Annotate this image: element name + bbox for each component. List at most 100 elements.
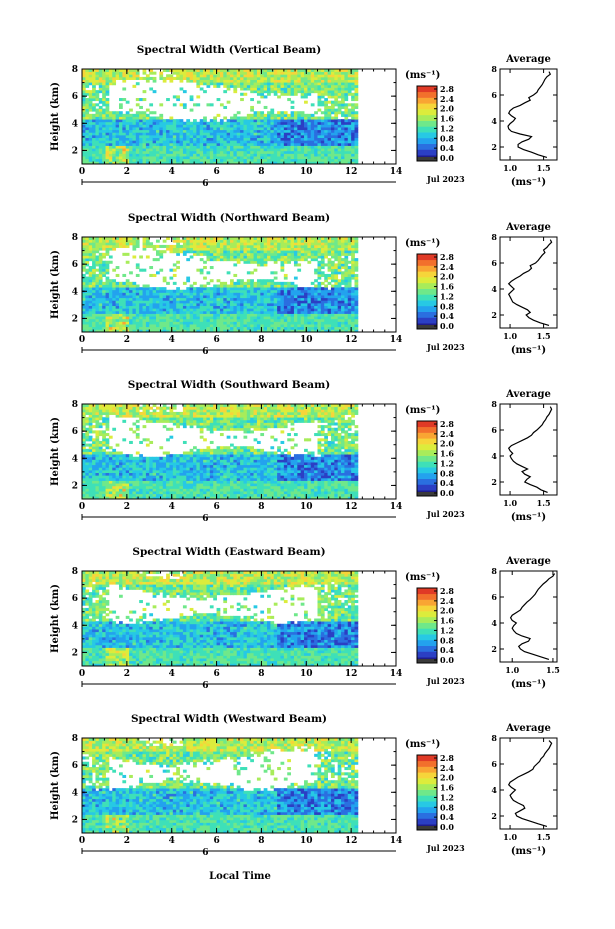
- average-x-tick-label: 1.5: [537, 832, 551, 842]
- x-tick-label: 0: [79, 167, 85, 177]
- average-title: Average: [505, 556, 551, 567]
- x-tick-label: 6: [213, 836, 219, 846]
- colorbar-unit: (ms⁻¹): [405, 405, 440, 416]
- colorbar-swatch: [417, 137, 437, 144]
- x-tick-label: 10: [300, 669, 313, 679]
- colorbar-swatch: [417, 103, 437, 110]
- average-frame: [499, 570, 558, 663]
- colorbar-tick-label: 1.6: [440, 282, 454, 292]
- colorbar-tick-label: 2.4: [440, 429, 454, 439]
- colorbar-tick-label: 0.8: [440, 635, 454, 645]
- average-x-label: (ms⁻¹): [511, 679, 546, 690]
- average-y-tick-label: 2: [491, 310, 497, 320]
- average-y-tick-label: 4: [491, 618, 497, 628]
- panel-2: Spectral Width (Northward Beam) 0 2 4 6 8 10 12…: [50, 212, 558, 357]
- colorbar-swatch: [417, 259, 437, 266]
- colorbar-unit: (ms⁻¹): [405, 70, 440, 81]
- colorbar-swatch: [417, 593, 437, 600]
- colorbar-tick-label: 0.4: [440, 645, 454, 655]
- colorbar-swatch: [417, 484, 437, 491]
- colorbar-tick-label: 0.0: [440, 822, 454, 832]
- colorbar: 0.00.40.81.21.62.02.42.8: [416, 586, 454, 665]
- colorbar-tick-label: 1.2: [440, 625, 454, 635]
- x-tick-label: 12: [345, 167, 358, 177]
- y-tick-label: 2: [72, 146, 78, 156]
- y-tick-label: 4: [72, 119, 78, 129]
- x-tick-label: 10: [300, 502, 313, 512]
- colorbar-tick-label: 2.8: [440, 252, 454, 262]
- colorbar-swatch: [417, 467, 437, 474]
- colorbar-swatch: [417, 806, 437, 813]
- x-tick-label: 10: [300, 167, 313, 177]
- average-title: Average: [505, 389, 551, 400]
- colorbar-swatch: [417, 271, 437, 278]
- y-tick-label: 6: [72, 260, 78, 270]
- y-tick-label: 4: [72, 454, 78, 464]
- average-frame: [499, 236, 558, 329]
- colorbar: 0.00.40.81.21.62.02.42.8: [416, 419, 454, 498]
- colorbar-swatch: [417, 449, 437, 456]
- average-y-tick-label: 4: [491, 116, 497, 126]
- colorbar-swatch: [417, 766, 437, 773]
- colorbar-tick-label: 2.0: [440, 439, 454, 449]
- y-tick-label: 2: [72, 314, 78, 324]
- colorbar: 0.00.40.81.21.62.02.42.8: [416, 84, 454, 163]
- colorbar-swatch: [417, 426, 437, 433]
- colorbar-swatch: [417, 305, 437, 312]
- average-x-tick-label: 1.0: [503, 498, 517, 508]
- colorbar-tick-label: 0.0: [440, 655, 454, 665]
- average-y-tick-label: 8: [491, 399, 497, 409]
- x-tick-label: 12: [345, 335, 358, 345]
- colorbar-tick-label: 2.0: [440, 272, 454, 282]
- average-x-tick-label: 1.0: [503, 331, 517, 341]
- colorbar-tick-label: 2.0: [440, 773, 454, 783]
- average-y-tick-label: 8: [491, 232, 497, 242]
- average-y-tick-label: 4: [491, 284, 497, 294]
- colorbar-tick-label: 0.0: [440, 321, 454, 331]
- colorbar-swatch: [417, 126, 437, 133]
- colorbar-tick-label: 2.8: [440, 586, 454, 596]
- y-tick-label: 6: [72, 427, 78, 437]
- colorbar-swatch: [417, 651, 437, 658]
- average-x-label: (ms⁻¹): [511, 512, 546, 523]
- average-y-tick-label: 8: [491, 566, 497, 576]
- heatmap: [82, 738, 359, 834]
- x-tick-label: 0: [79, 502, 85, 512]
- colorbar-tick-label: 1.6: [440, 449, 454, 459]
- average-x-tick-label: 1.0: [503, 832, 517, 842]
- colorbar-tick-label: 1.6: [440, 616, 454, 626]
- colorbar-frame: [416, 587, 438, 664]
- colorbar-swatch: [417, 254, 437, 261]
- colorbar-tick-label: 1.2: [440, 123, 454, 133]
- colorbar-tick-label: 1.6: [440, 114, 454, 124]
- colorbar-swatch: [417, 783, 437, 790]
- colorbar-swatch: [417, 114, 437, 121]
- y-axis-label: Height (km): [50, 250, 61, 319]
- x-tick-label: 8: [258, 167, 264, 177]
- colorbar-swatch: [417, 772, 437, 779]
- colorbar-swatch: [417, 311, 437, 318]
- colorbar: 0.00.40.81.21.62.02.42.8: [416, 252, 454, 331]
- x-tick-label: 14: [390, 836, 403, 846]
- colorbar-swatch: [417, 97, 437, 104]
- day-label: 6: [202, 514, 208, 524]
- colorbar-tick-label: 2.8: [440, 419, 454, 429]
- panel-4: Spectral Width (Eastward Beam) 0 2 4 6 8 10 12 1…: [50, 546, 560, 691]
- day-label: 6: [202, 848, 208, 858]
- date-label: Jul 2023: [426, 509, 465, 519]
- x-tick-label: 14: [390, 335, 403, 345]
- colorbar-frame: [416, 754, 438, 831]
- x-tick-label: 12: [345, 836, 358, 846]
- y-tick-label: 4: [72, 287, 78, 297]
- date-label: Jul 2023: [426, 174, 465, 184]
- y-axis-label: Height (km): [50, 584, 61, 653]
- x-tick-label: 4: [169, 502, 175, 512]
- average-x-label: (ms⁻¹): [511, 846, 546, 857]
- colorbar-swatch: [417, 789, 437, 796]
- colorbar-swatch: [417, 421, 437, 428]
- colorbar-swatch: [417, 755, 437, 762]
- average-profile-line: [509, 573, 556, 660]
- panel-title: Spectral Width (Eastward Beam): [132, 546, 325, 558]
- x-tick-label: 10: [300, 335, 313, 345]
